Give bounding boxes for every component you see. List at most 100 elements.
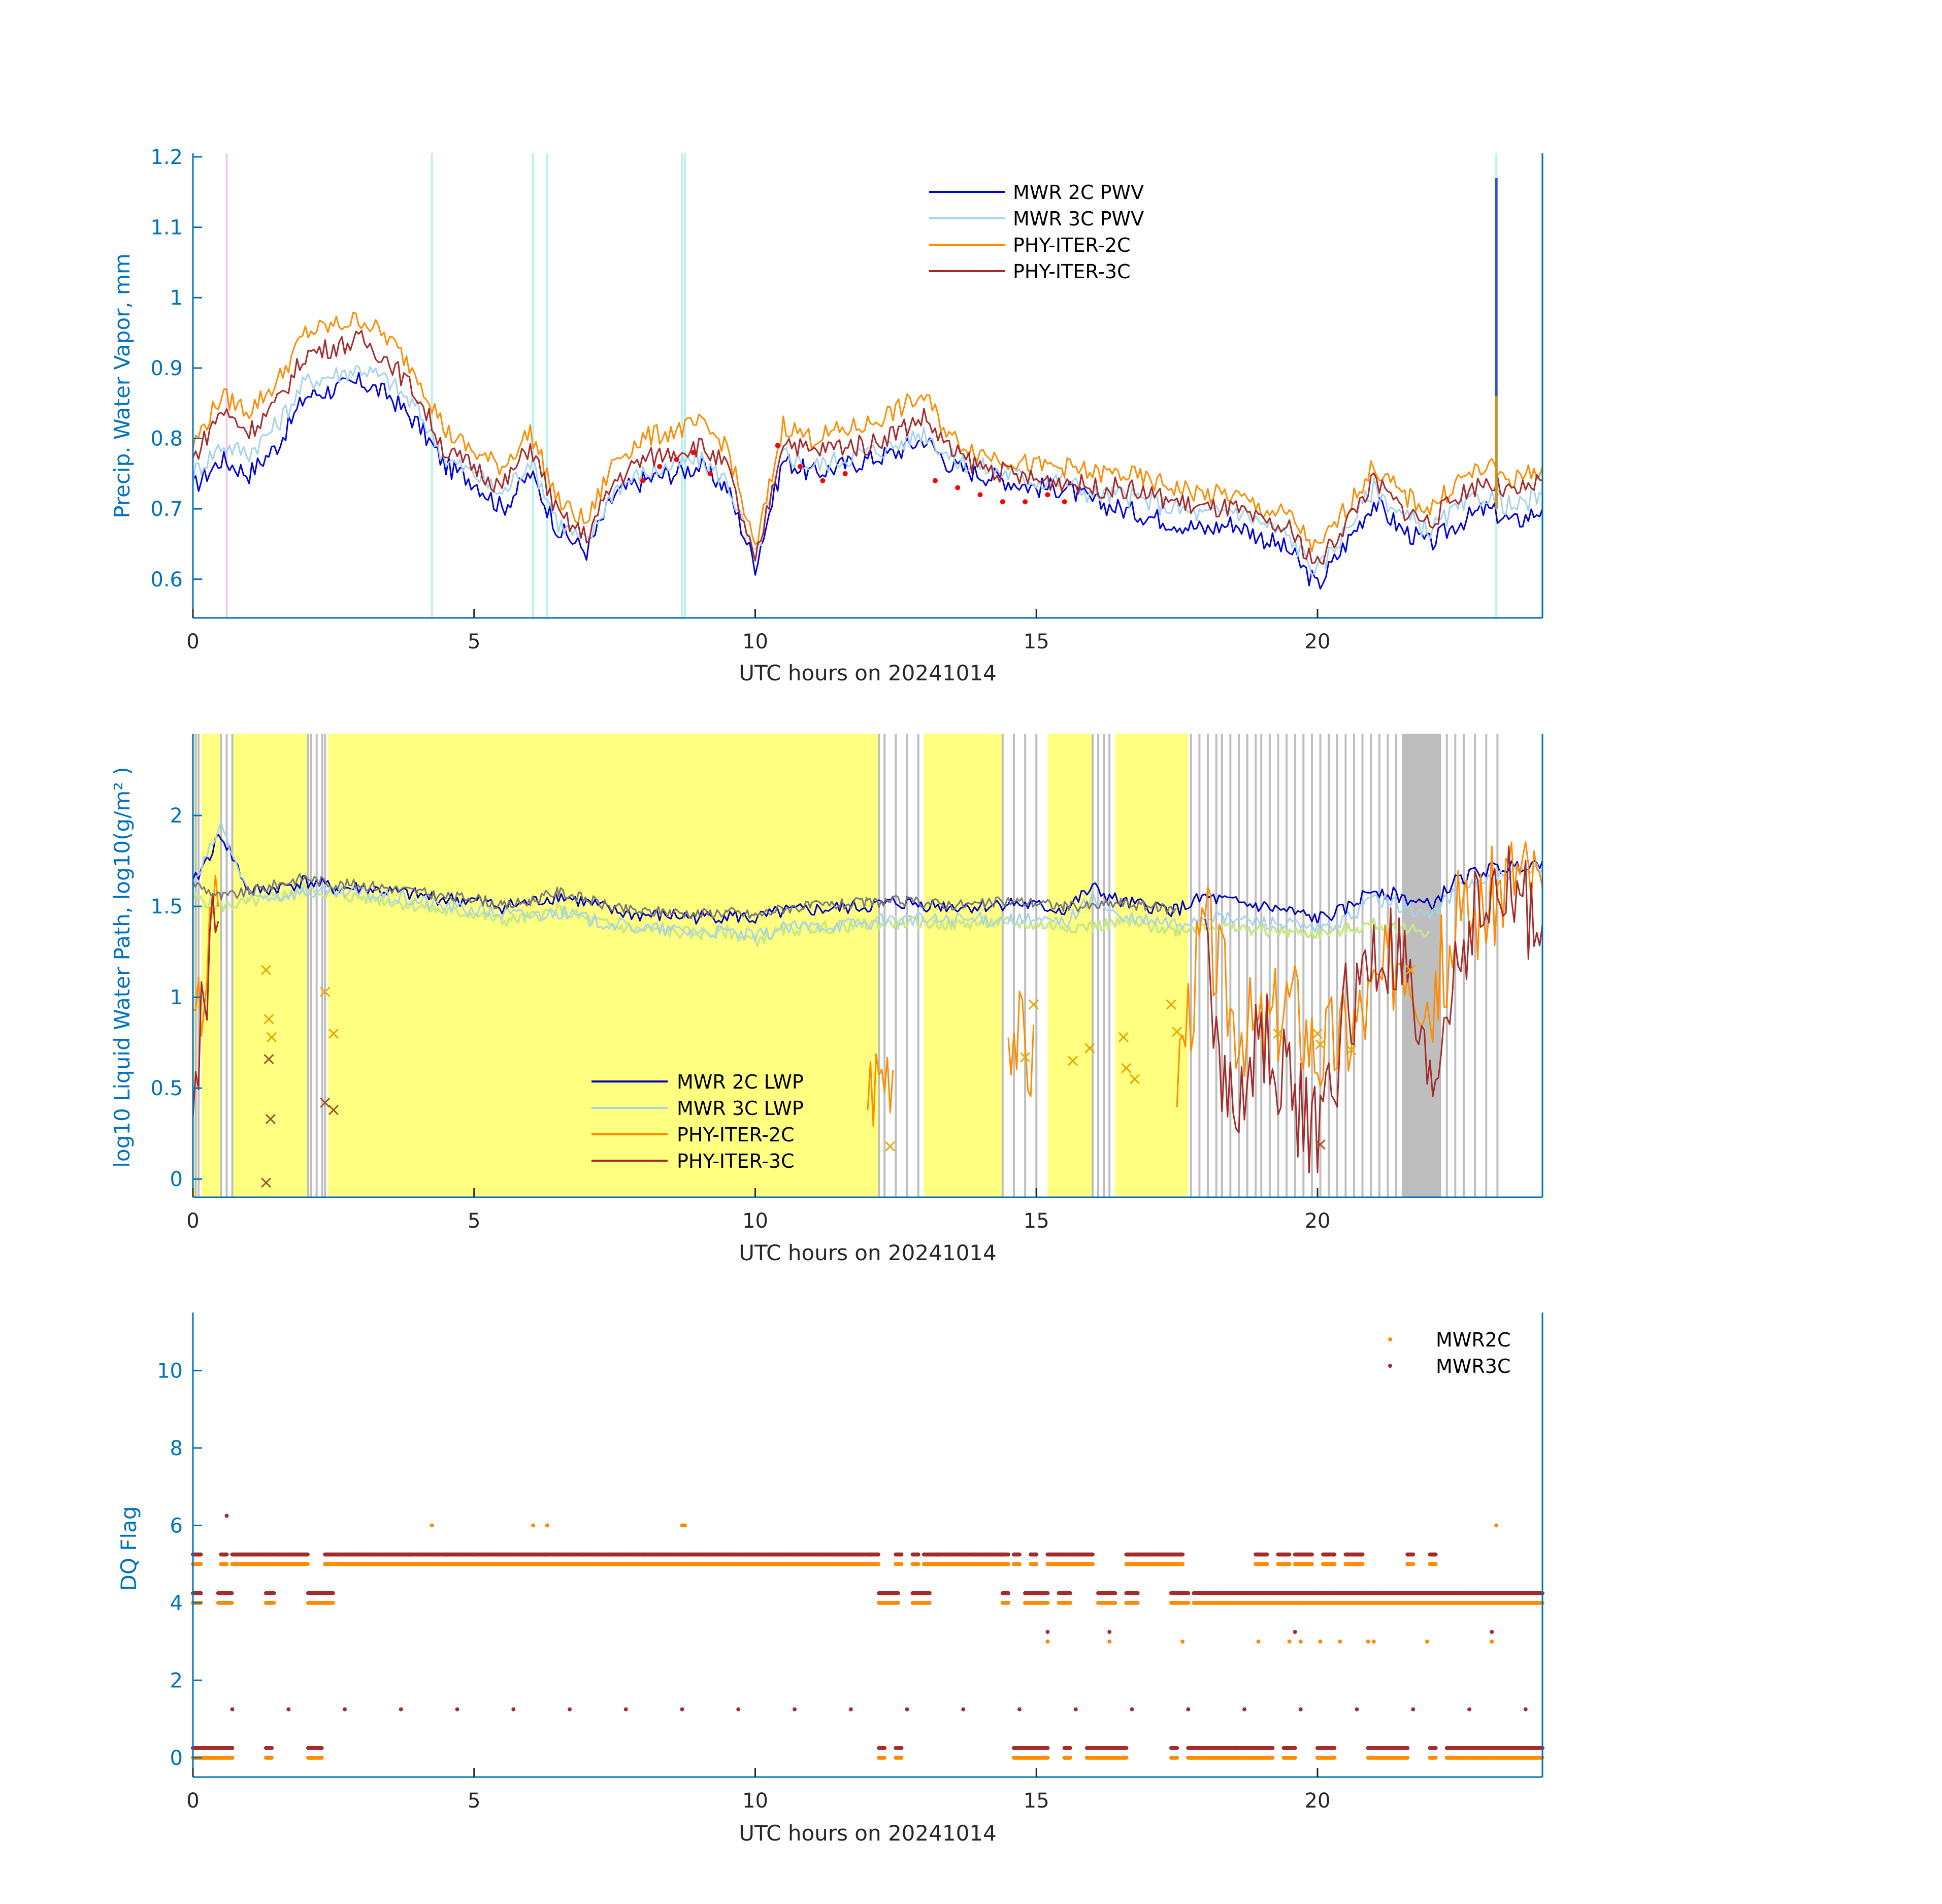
pwv-x-tick-label: 20 (1305, 630, 1331, 653)
lwp-x-marker-orange (264, 1014, 274, 1025)
dq-point-mwr2c (531, 1523, 536, 1528)
dq-point-mwr3c (916, 1552, 920, 1557)
dq-point-mwr3c (343, 1707, 347, 1712)
dq-point-mwr3c (199, 1591, 203, 1595)
dq-point-mwr3c (272, 1591, 276, 1595)
dq-point-mwr3c (224, 1514, 229, 1518)
lwp-x-marker-orange (1273, 1028, 1283, 1039)
dq-point-mwr2c (1256, 1639, 1261, 1644)
dq-point-mwr3c (1130, 1707, 1134, 1712)
dq-point-mwr3c (1270, 1746, 1275, 1750)
lwp-x-marker-orange (1346, 1044, 1357, 1056)
lwp-x-marker-brown (320, 1097, 331, 1108)
lwp-x-marker-orange (1068, 1056, 1078, 1066)
dq-point-mwr2c (1006, 1562, 1010, 1566)
dq-point-mwr3c (1034, 1552, 1039, 1557)
dq-point-mwr2c (1405, 1755, 1410, 1760)
dq-point-mwr2c (1287, 1562, 1292, 1566)
dq-point-mwr3c (1467, 1707, 1472, 1712)
dq-point-mwr2c (1017, 1562, 1022, 1566)
dq-point-mwr3c (1113, 1591, 1117, 1595)
dq-point-mwr2c (230, 1755, 235, 1760)
pwv-xlabel: UTC hours on 20241014 (739, 661, 997, 685)
dq-point-mwr2c (545, 1523, 549, 1528)
dq-point-mwr3c (230, 1746, 235, 1750)
pwv-legend: MWR 2C PWV MWR 3C PWV PHY-ITER-2C PHY-IT… (929, 181, 1144, 283)
dq-point-mwr2c (899, 1755, 904, 1760)
lwp-clear-sky-band (1047, 734, 1093, 1197)
dq-point-mwr3c (896, 1591, 900, 1595)
dq-x-tick-label: 15 (1024, 1789, 1049, 1813)
lwp-x-marker-orange (1084, 1043, 1095, 1054)
dq-point-mwr2c (1113, 1600, 1117, 1605)
dq-point-mwr3c (680, 1707, 684, 1712)
dq-y-tick-label: 6 (170, 1514, 183, 1537)
dq-point-mwr3c (793, 1707, 797, 1712)
dq-point-mwr2c (1332, 1562, 1337, 1566)
dq-point-mwr3c (230, 1707, 235, 1712)
dq-point-mwr3c (876, 1552, 881, 1557)
dq-point-mwr2c (680, 1523, 684, 1528)
lwp-series-phy-iter-2c (192, 841, 1543, 1127)
dq-point-mwr3c (1242, 1707, 1247, 1712)
pwv-legend-label-phy2c: PHY-ITER-2C (1013, 234, 1131, 256)
pwv-red-point (1000, 499, 1005, 505)
dq-point-mwr3c (331, 1591, 335, 1595)
lwp-y-tick-label: 1 (170, 986, 183, 1009)
pwv-legend-label-mwr3c: MWR 3C PWV (1013, 208, 1144, 230)
dq-point-mwr3c (1045, 1591, 1050, 1595)
lwp-x-marker-orange (260, 965, 272, 975)
pwv-red-point (820, 478, 826, 483)
dq-point-mwr3c (1175, 1746, 1179, 1750)
dq-point-mwr3c (229, 1591, 234, 1595)
dq-xlabel: UTC hours on 20241014 (739, 1821, 997, 1846)
pwv-red-point (1062, 499, 1067, 505)
dq-point-mwr3c (1186, 1707, 1191, 1712)
dq-point-mwr2c (272, 1600, 276, 1605)
dq-point-mwr2c (1293, 1755, 1297, 1760)
dq-point-mwr3c (1490, 1630, 1494, 1634)
dq-point-mwr3c (623, 1707, 628, 1712)
dq-point-mwr2c (1433, 1562, 1438, 1566)
lwp-x-marker-orange (1315, 1039, 1326, 1050)
dq-point-mwr2c (229, 1600, 234, 1605)
dq-point-mwr2c (1411, 1562, 1416, 1566)
pwv-red-point (977, 492, 983, 498)
dq-point-mwr3c (1068, 1746, 1072, 1750)
dq-point-mwr2c (1298, 1639, 1303, 1644)
lwp-ylabel: log10 Liquid Water Path, log10(g/m² ) (110, 767, 135, 1167)
dq-point-mwr2c (1045, 1639, 1050, 1644)
dq-point-mwr2c (1425, 1639, 1429, 1644)
dq-x-tick-label: 0 (186, 1789, 199, 1813)
dq-point-mwr2c (1318, 1639, 1323, 1644)
lwp-clear-sky-band (193, 734, 196, 1197)
dq-point-mwr3c (1411, 1552, 1416, 1557)
dq-point-mwr3c (511, 1707, 516, 1712)
dq-point-mwr3c (286, 1707, 291, 1712)
dq-point-mwr3c (1186, 1591, 1191, 1595)
dq-x-tick-label: 5 (468, 1789, 480, 1813)
dq-point-mwr2c (1135, 1600, 1140, 1605)
dq-point-mwr3c (319, 1746, 324, 1750)
dq-point-mwr3c (1006, 1591, 1010, 1595)
dq-point-mwr2c (916, 1562, 920, 1566)
dq-point-mwr2c (882, 1755, 887, 1760)
pwv-red-point (674, 457, 679, 463)
dq-legend-marker-mwr2c (1388, 1337, 1392, 1341)
pwv-panel: Precip. Water Vapor, mm UTC hours on 202… (110, 146, 1543, 685)
lwp-x-marker-orange (885, 1141, 896, 1152)
dq-point-mwr2c (1180, 1639, 1185, 1644)
dq-point-mwr2c (1433, 1755, 1438, 1760)
lwp-x-marker-orange (1129, 1074, 1140, 1085)
dq-point-mwr3c (1045, 1746, 1050, 1750)
dq-point-mwr3c (305, 1552, 310, 1557)
lwp-x-marker-orange (1405, 965, 1416, 975)
pwv-red-point (1045, 492, 1050, 498)
dq-point-mwr3c (1332, 1746, 1337, 1750)
pwv-x-tick-label: 10 (742, 630, 768, 653)
dq-x-tick-label: 20 (1305, 1789, 1331, 1813)
dq-point-mwr2c (927, 1600, 932, 1605)
dq-point-mwr3c (927, 1591, 932, 1595)
dq-flag-panel: DQ Flag UTC hours on 20241014 MWR2C MWR3… (116, 1312, 1544, 1846)
lwp-x-marker-brown (1315, 1139, 1326, 1150)
